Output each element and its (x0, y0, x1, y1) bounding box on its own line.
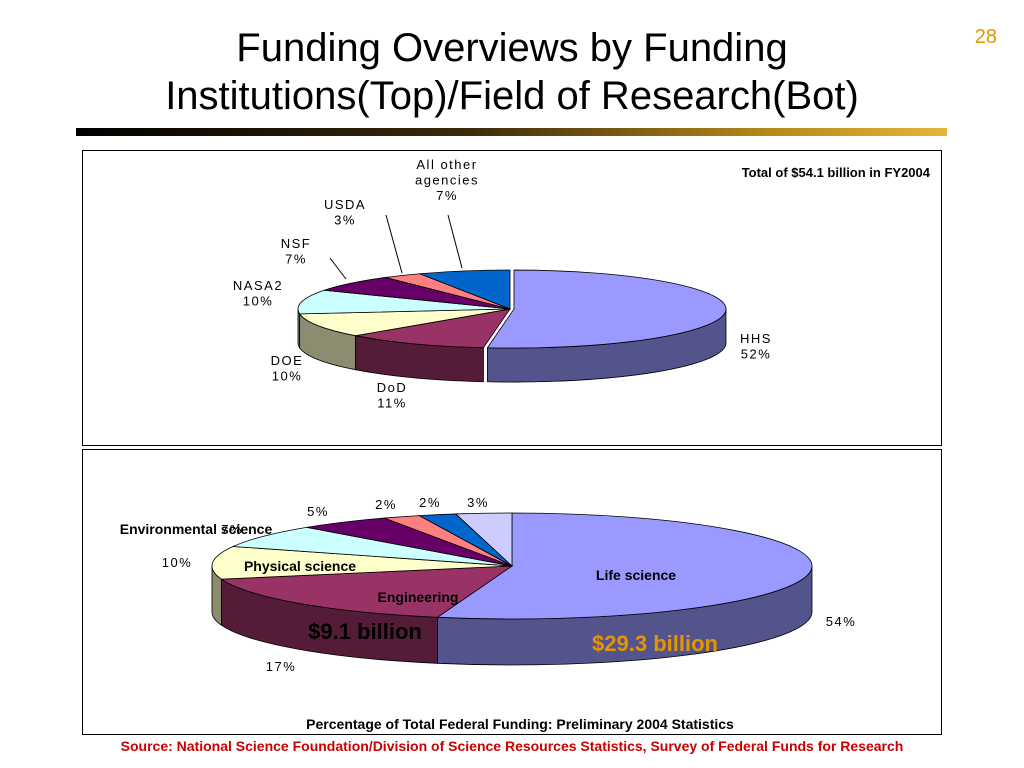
label-hhs-name: HHS (740, 331, 772, 346)
pie-slice-doe-10 (298, 308, 511, 337)
pie-slice-hhs-52 (486, 269, 727, 349)
value-label-slice-6: 2% (375, 497, 397, 512)
leader-line (329, 257, 347, 280)
pie-tops (211, 512, 813, 620)
label-nsf-name: NSF (281, 236, 312, 251)
title-rule (76, 128, 947, 136)
pie-slice-nasa2-10 (297, 289, 511, 315)
label-all-other-agencies-value: 7% (436, 188, 458, 203)
pie-slice-engineering-17 (220, 565, 514, 618)
label-physical-science: Physical science (244, 558, 356, 574)
pie-slice-life-science-54 (436, 512, 813, 620)
chart-caption: Percentage of Total Federal Funding: Pre… (306, 716, 734, 732)
pie-slice-3-3 (454, 512, 513, 567)
label-all-other-agencies-name: All other (416, 157, 477, 172)
value-label-slice-7: 2% (419, 495, 441, 510)
title-line-2: Institutions(Top)/Field of Research(Bot) (165, 74, 859, 118)
source-note: Source: National Science Foundation/Divi… (120, 738, 904, 754)
label-doe-name: DOE (271, 353, 304, 368)
label-engineering: Engineering (378, 589, 459, 605)
pie-tops (297, 269, 727, 349)
institution-pie-chart: HHS52%DoD11%DOE10%NASA210%NSF7%USDA3%All… (233, 157, 931, 411)
value-label-engineering: 17% (266, 659, 297, 674)
value-label-slice-8: 3% (467, 495, 489, 510)
value-label-life-science: 54% (826, 614, 857, 629)
label-usda-name: USDA (324, 197, 366, 212)
value-label-environmental-science: 7% (221, 522, 243, 537)
pie-slice-physical-science-10 (211, 546, 513, 580)
label-usda-value: 3% (334, 213, 356, 228)
amount-engineering: $9.1 billion (308, 619, 422, 644)
label-hhs-value: 52% (741, 347, 772, 362)
pie-slice-environmental-science-7 (232, 526, 513, 567)
amount-life-science: $29.3 billion (592, 631, 718, 656)
label-nasa2-value: 10% (243, 294, 274, 309)
label-dod-name: DoD (377, 380, 408, 395)
label-all-other-agencies-name1: agencies (415, 173, 479, 188)
field-pie-chart: 54% 17% 10% 7% 5% 2% 2% 3% Environmental science… (120, 495, 857, 732)
label-environmental-science: Environmental science (120, 521, 273, 537)
value-label-slice-5: 5% (307, 504, 329, 519)
value-label-physical-science: 10% (162, 555, 193, 570)
label-life-science: Life science (596, 567, 676, 583)
label-nsf-value: 7% (285, 252, 307, 267)
slide-title: Funding Overviews by Funding Institution… (60, 24, 964, 120)
label-nasa2-name: NASA2 (233, 278, 283, 293)
leader-line (385, 214, 403, 274)
page-number: 28 (974, 26, 997, 48)
label-doe-value: 10% (272, 369, 303, 384)
pie-slice-all-other-agencies-7 (419, 269, 511, 310)
title-line-1: Funding Overviews by Funding (236, 26, 788, 70)
leader-line (447, 214, 463, 269)
pie-slice-dod-11 (355, 308, 511, 349)
label-dod-value: 11% (377, 396, 407, 411)
top-chart-panel (82, 150, 942, 446)
total-annotation: Total of $54.1 billion in FY2004 (742, 165, 931, 180)
